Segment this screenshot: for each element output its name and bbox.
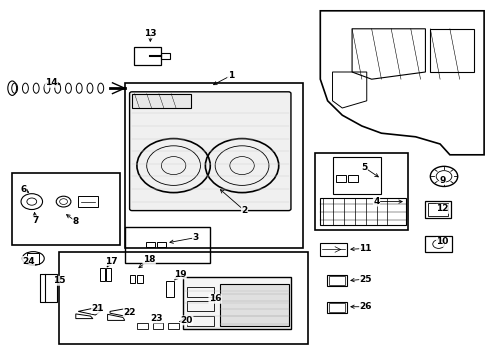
Text: 8: 8 — [73, 217, 79, 226]
Bar — [152, 323, 163, 329]
Text: 13: 13 — [144, 29, 157, 38]
Bar — [100, 268, 104, 281]
Text: 23: 23 — [150, 314, 163, 323]
Bar — [336, 175, 346, 182]
Text: 18: 18 — [142, 256, 155, 264]
Text: 5: 5 — [361, 163, 366, 172]
Bar — [124, 227, 210, 263]
Text: 25: 25 — [359, 275, 371, 284]
Text: 2: 2 — [241, 206, 247, 215]
Text: 6: 6 — [20, 185, 26, 194]
Bar — [186, 301, 213, 311]
Bar — [320, 198, 405, 225]
Bar — [326, 302, 346, 313]
Bar — [168, 323, 179, 329]
Text: 7: 7 — [32, 216, 39, 225]
Text: 17: 17 — [104, 256, 117, 266]
Bar — [106, 268, 110, 281]
Bar — [157, 242, 166, 247]
Bar — [129, 275, 135, 283]
Bar — [186, 287, 213, 297]
Text: 1: 1 — [227, 71, 233, 80]
Text: 3: 3 — [192, 233, 198, 242]
Bar — [145, 242, 154, 247]
Bar — [137, 275, 142, 283]
Text: 22: 22 — [123, 308, 136, 317]
Text: 4: 4 — [372, 197, 379, 206]
Text: 10: 10 — [435, 238, 448, 247]
Text: 15: 15 — [53, 276, 66, 285]
Text: 16: 16 — [208, 294, 221, 303]
Text: 9: 9 — [438, 176, 445, 185]
Text: 11: 11 — [359, 244, 371, 253]
Bar — [328, 303, 345, 312]
Bar — [220, 284, 288, 326]
Bar — [134, 47, 161, 65]
Bar — [425, 201, 450, 218]
Text: 20: 20 — [180, 316, 193, 325]
Bar — [27, 253, 39, 264]
Bar — [78, 196, 98, 207]
Bar — [315, 153, 407, 230]
Text: 24: 24 — [22, 256, 35, 266]
Bar — [124, 83, 303, 248]
Bar — [332, 157, 381, 194]
Bar — [12, 173, 120, 245]
Bar — [161, 53, 170, 59]
Bar — [45, 274, 57, 302]
Text: 19: 19 — [173, 270, 186, 279]
Text: 26: 26 — [359, 302, 371, 311]
Bar — [326, 275, 346, 286]
Text: 21: 21 — [91, 305, 104, 313]
Bar — [166, 281, 173, 297]
Bar — [328, 276, 345, 285]
Bar — [427, 203, 447, 216]
FancyBboxPatch shape — [129, 92, 290, 211]
Text: 14: 14 — [45, 78, 58, 87]
Bar — [137, 323, 147, 329]
Bar — [425, 236, 451, 252]
Bar — [320, 243, 346, 256]
Bar — [132, 94, 190, 108]
Bar — [347, 175, 357, 182]
Bar — [183, 277, 290, 329]
Bar — [186, 316, 213, 326]
Text: 12: 12 — [435, 204, 448, 213]
Bar — [59, 252, 307, 344]
